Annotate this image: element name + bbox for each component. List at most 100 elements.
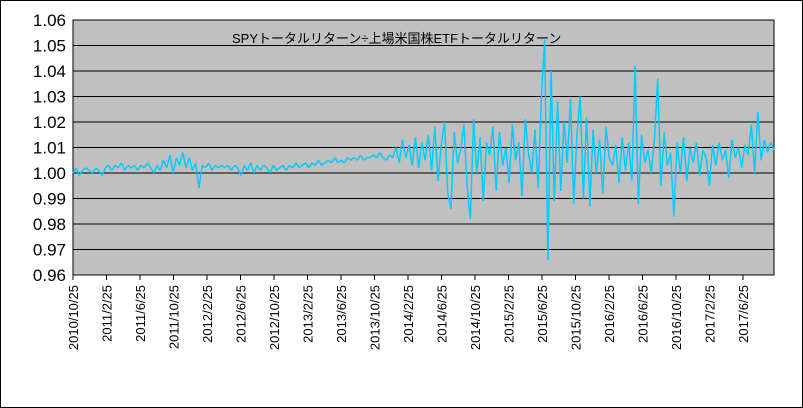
data-segment	[492, 127, 497, 191]
data-segment	[469, 119, 475, 219]
data-segment	[417, 142, 423, 168]
data-segment	[734, 147, 740, 158]
data-segment	[398, 139, 404, 163]
y-tick-label: 0.96	[33, 266, 66, 285]
data-segment	[595, 139, 601, 174]
data-segment	[508, 124, 514, 184]
data-segment	[705, 157, 711, 186]
data-segment	[111, 164, 116, 171]
data-segment	[246, 162, 252, 171]
data-segment	[285, 164, 291, 171]
data-segment	[182, 152, 187, 169]
data-segment	[266, 167, 271, 174]
data-segment	[269, 165, 274, 174]
data-segment	[485, 142, 491, 156]
y-tick-label: 1.06	[33, 11, 66, 30]
data-segment	[308, 162, 313, 169]
data-segment	[718, 142, 724, 161]
data-segment	[162, 159, 168, 169]
data-segment	[582, 116, 588, 199]
data-segment	[324, 159, 329, 164]
data-segment	[149, 167, 155, 174]
data-segment	[631, 65, 636, 181]
data-segment	[598, 139, 604, 194]
y-tick-label: 1.01	[33, 139, 66, 158]
data-segment	[185, 157, 191, 169]
data-segment	[392, 147, 397, 158]
data-segment	[356, 154, 362, 161]
data-segment	[337, 159, 342, 164]
data-segment	[770, 142, 775, 151]
x-tick-label: 2016/2/25	[602, 285, 617, 343]
data-segment	[272, 164, 278, 171]
data-segment	[488, 127, 494, 156]
data-segment	[579, 96, 585, 199]
data-segment	[518, 142, 523, 196]
data-segment	[343, 157, 349, 164]
data-segment	[708, 144, 714, 186]
data-segment	[505, 147, 510, 184]
data-segment	[421, 142, 426, 161]
x-tick-label: 2013/6/25	[334, 285, 349, 343]
y-tick-label: 0.97	[33, 241, 66, 260]
y-tick-label: 1.03	[33, 88, 66, 107]
data-segment	[686, 147, 691, 181]
data-segment	[656, 78, 662, 186]
y-tick-label: 1.04	[33, 62, 66, 81]
x-tick-label: 2014/10/25	[468, 285, 483, 350]
data-segment	[456, 149, 462, 163]
data-segment	[237, 167, 242, 176]
data-segment	[304, 162, 310, 169]
x-tick-label: 2016/10/25	[669, 285, 684, 350]
data-segment	[249, 162, 255, 174]
data-segment	[321, 162, 326, 166]
x-tick-label: 2017/2/25	[703, 285, 718, 343]
data-segment	[682, 137, 688, 181]
data-segment	[611, 144, 617, 166]
data-segment	[363, 157, 368, 161]
data-segment	[172, 157, 178, 174]
data-segment	[585, 116, 591, 207]
data-segment	[207, 162, 213, 171]
data-segment	[715, 142, 720, 166]
data-segment	[120, 162, 126, 171]
data-segment	[737, 147, 743, 169]
data-segment	[263, 164, 268, 169]
data-segment	[660, 132, 665, 186]
data-segment	[689, 147, 694, 163]
data-segment	[427, 134, 433, 171]
data-segment	[476, 137, 481, 174]
y-tick-label: 0.98	[33, 215, 66, 234]
x-tick-label: 2014/2/25	[401, 285, 416, 343]
data-segment	[614, 144, 620, 184]
data-segment	[153, 165, 158, 174]
data-segment	[411, 137, 417, 166]
data-segment	[295, 162, 300, 169]
data-segment	[757, 111, 762, 161]
data-segment	[256, 164, 261, 171]
data-segment	[556, 101, 562, 191]
data-segment	[453, 132, 459, 163]
data-segment	[637, 134, 643, 204]
data-segment	[117, 162, 123, 169]
data-segment	[711, 144, 717, 166]
x-tick-label: 2015/2/25	[502, 285, 517, 343]
x-tick-label: 2013/10/25	[368, 285, 383, 350]
data-segment	[334, 157, 339, 164]
data-segment	[298, 164, 303, 169]
data-segment	[146, 162, 152, 169]
data-segment	[763, 139, 769, 153]
data-segment	[602, 127, 607, 194]
data-segment	[550, 70, 556, 202]
data-segment	[605, 127, 610, 158]
data-segment	[679, 137, 685, 174]
data-segment	[530, 129, 536, 174]
x-tick-label: 2017/6/25	[736, 285, 751, 343]
data-segment	[178, 152, 184, 166]
data-segment	[221, 164, 226, 169]
data-segment	[240, 165, 245, 176]
data-segment	[760, 139, 766, 161]
data-segment	[230, 164, 236, 171]
